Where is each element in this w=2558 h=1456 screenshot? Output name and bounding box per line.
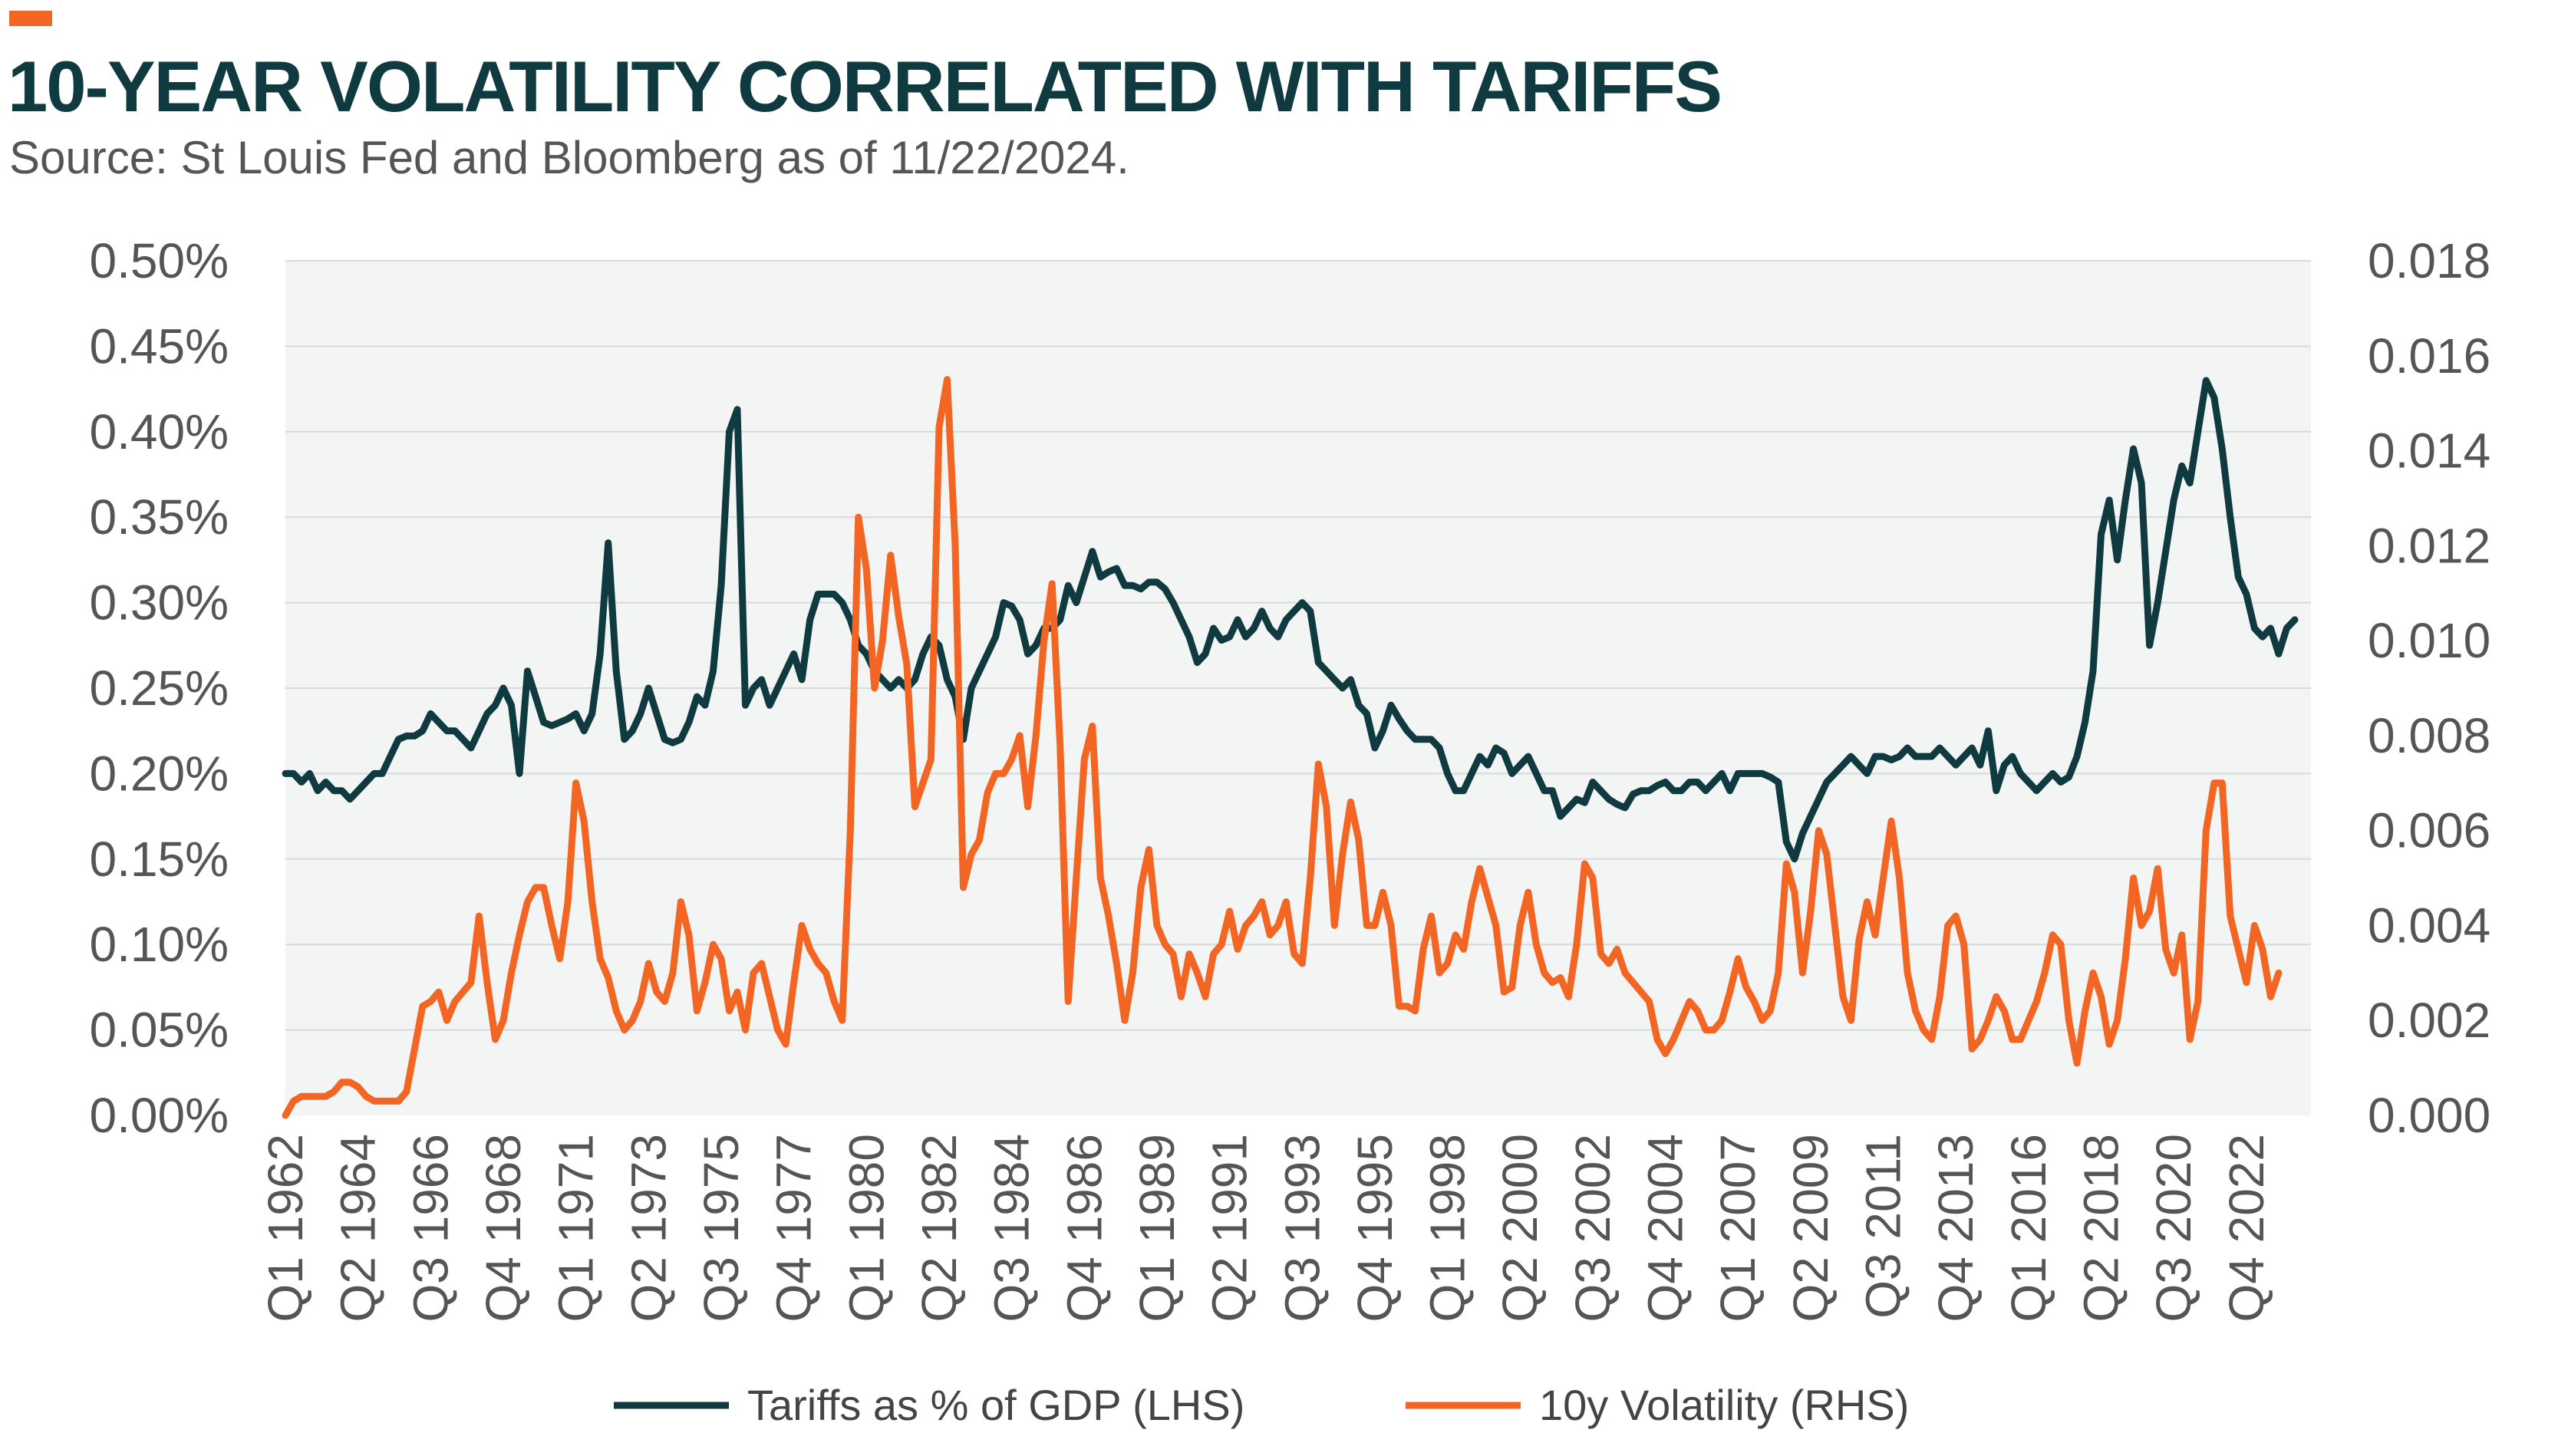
right-tick-label: 0.016 (2368, 328, 2490, 384)
left-tick-label: 0.25% (90, 660, 229, 716)
left-tick-label: 0.05% (90, 1003, 229, 1058)
x-tick-label: Q3 1975 (694, 1134, 749, 1323)
x-tick-label: Q2 2009 (1783, 1134, 1838, 1323)
left-tick-label: 0.35% (90, 489, 229, 545)
right-tick-label: 0.014 (2368, 423, 2490, 479)
series-lines (282, 376, 2299, 1119)
brand-accent-bar (9, 11, 52, 26)
x-tick-label: Q1 2007 (1710, 1134, 1765, 1323)
x-tick-label: Q2 1973 (621, 1134, 676, 1323)
left-tick-label: 0.00% (90, 1088, 229, 1143)
right-tick-label: 0.012 (2368, 518, 2490, 573)
x-axis-ticks: Q1 1962 Q2 1964 Q3 1966 Q4 1968 Q1 1971 Q2 19… (258, 1134, 2274, 1323)
x-tick-label: Q2 2000 (1492, 1134, 1548, 1323)
x-tick-label: Q4 2013 (1928, 1134, 1983, 1323)
x-tick-label: Q3 1993 (1274, 1134, 1330, 1323)
chart-legend: Tariffs as % of GDP (LHS) 10y Volatility … (614, 1381, 1909, 1429)
left-tick-label: 0.20% (90, 746, 229, 801)
chart-subtitle: Source: St Louis Fed and Bloomberg as of… (9, 132, 1129, 183)
right-tick-label: 0.018 (2368, 233, 2490, 288)
right-tick-label: 0.010 (2368, 613, 2490, 668)
x-tick-label: Q1 1962 (258, 1134, 313, 1323)
x-tick-label: Q2 1982 (911, 1134, 967, 1323)
left-axis-ticks: 0.00% 0.05% 0.10% 0.15% 0.20% 0.25% 0.30% 0.35%… (90, 233, 229, 1143)
x-tick-label: Q2 1991 (1202, 1134, 1258, 1323)
x-tick-label: Q4 2004 (1638, 1134, 1693, 1323)
series-line-volatility (282, 376, 2283, 1119)
x-tick-label: Q4 1977 (766, 1134, 822, 1323)
left-tick-label: 0.15% (90, 832, 229, 887)
x-tick-label: Q3 2002 (1565, 1134, 1620, 1323)
x-tick-label: Q1 1989 (1129, 1134, 1185, 1323)
x-tick-label: Q2 1964 (331, 1134, 386, 1323)
right-axis-ticks: 0.000 0.002 0.004 0.006 0.008 0.010 0.012 0.014… (2368, 233, 2490, 1143)
chart-title: 10-YEAR VOLATILITY CORRELATED WITH TARIF… (8, 46, 1722, 127)
gridlines (285, 260, 2311, 1031)
x-tick-label: Q3 1984 (984, 1134, 1040, 1323)
right-tick-label: 0.006 (2368, 803, 2490, 858)
left-tick-label: 0.40% (90, 404, 229, 460)
x-tick-label: Q3 1966 (403, 1134, 458, 1323)
x-tick-label: Q3 2020 (2146, 1134, 2201, 1323)
right-tick-label: 0.004 (2368, 898, 2490, 953)
legend-label-tariffs: Tariffs as % of GDP (LHS) (747, 1381, 1244, 1429)
x-tick-label: Q4 1968 (476, 1134, 531, 1323)
left-tick-label: 0.10% (90, 917, 229, 972)
x-tick-label: Q1 1998 (1420, 1134, 1475, 1323)
series-line-tariffs (282, 377, 2299, 863)
legend-label-volatility: 10y Volatility (RHS) (1539, 1381, 1909, 1429)
x-tick-label: Q4 1986 (1056, 1134, 1112, 1323)
left-tick-label: 0.50% (90, 233, 229, 288)
x-tick-label: Q3 2011 (1856, 1134, 1911, 1319)
right-tick-label: 0.000 (2368, 1088, 2490, 1143)
x-tick-label: Q4 1995 (1347, 1134, 1403, 1323)
x-tick-label: Q1 1971 (549, 1134, 604, 1323)
right-tick-label: 0.002 (2368, 993, 2490, 1048)
x-tick-label: Q4 2022 (2219, 1134, 2274, 1323)
right-tick-label: 0.008 (2368, 708, 2490, 763)
x-tick-label: Q1 2016 (2001, 1134, 2056, 1323)
x-tick-label: Q1 1980 (839, 1134, 894, 1323)
x-tick-label: Q2 2018 (2074, 1134, 2129, 1323)
left-tick-label: 0.45% (90, 318, 229, 374)
left-tick-label: 0.30% (90, 575, 229, 631)
